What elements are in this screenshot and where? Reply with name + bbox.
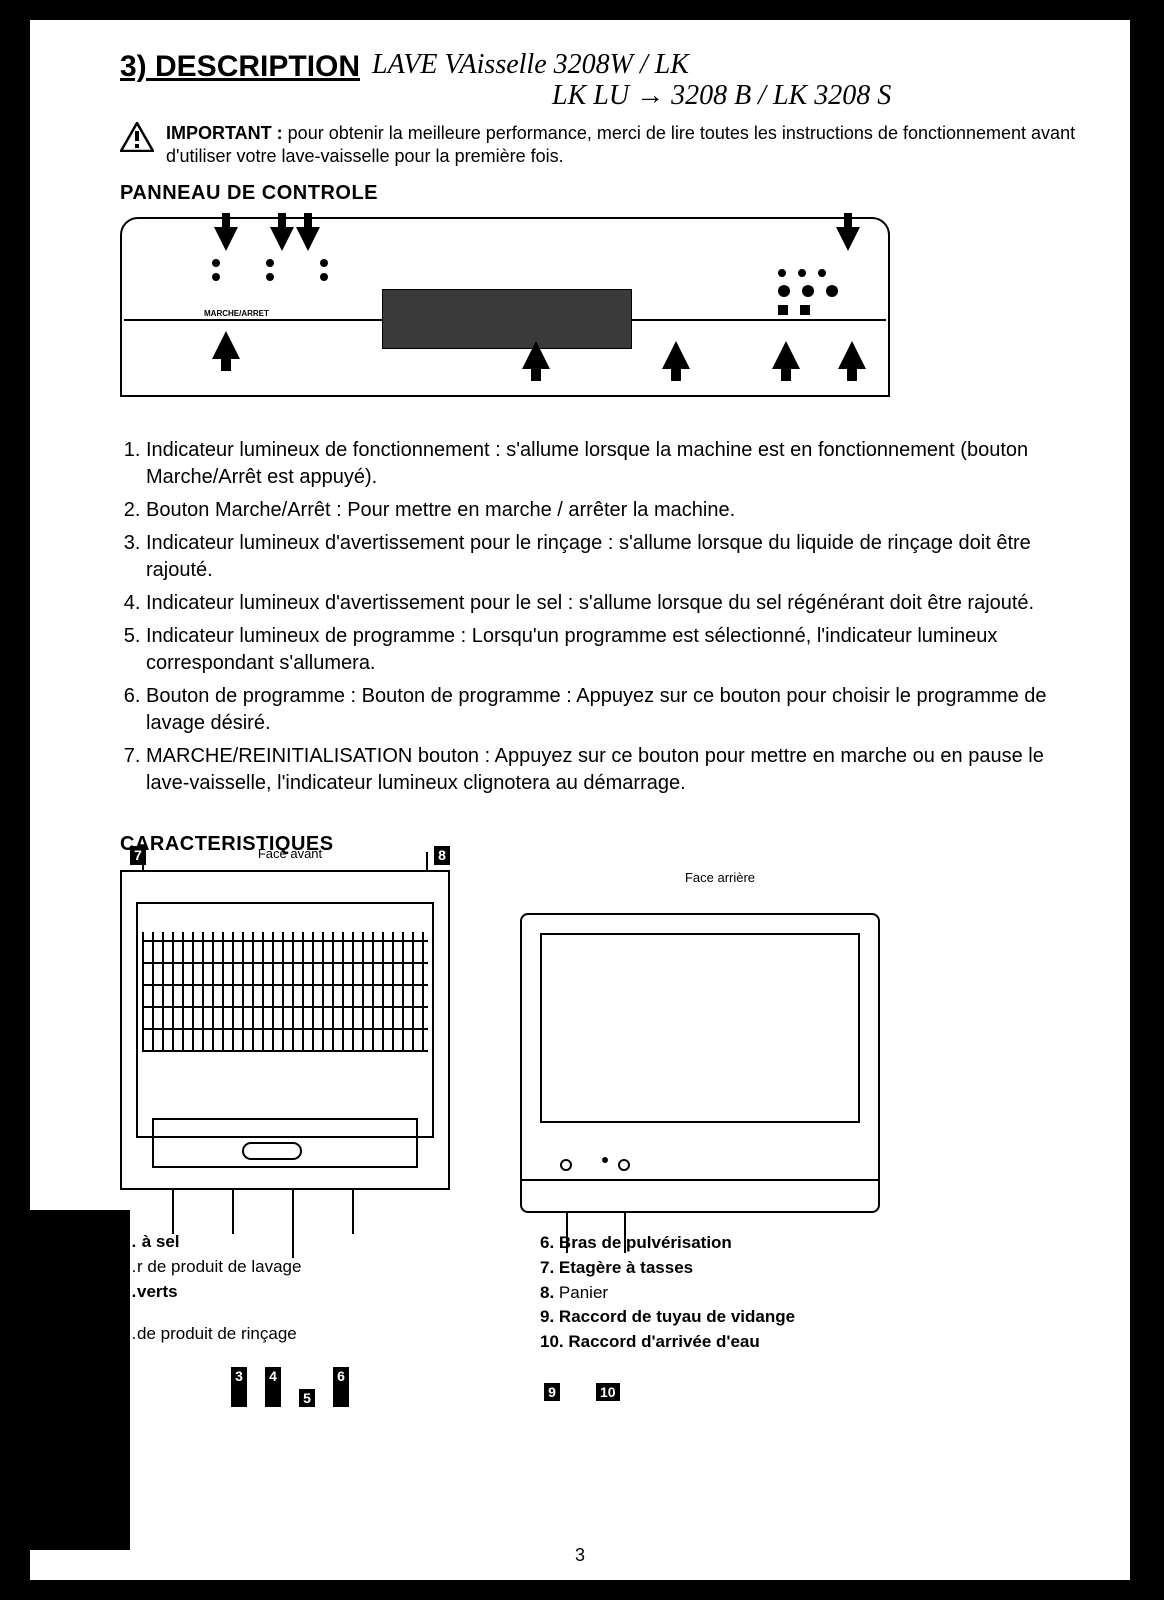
list-item: Bouton Marche/Arrêt : Pour mettre en mar… bbox=[146, 497, 1080, 524]
callout-tag: 10 bbox=[596, 1383, 620, 1401]
arrow-icon bbox=[662, 341, 690, 369]
list-item: Indicateur lumineux de programme : Lorsq… bbox=[146, 623, 1080, 677]
front-view-diagram bbox=[120, 870, 450, 1190]
callout-tag: 4 bbox=[265, 1367, 281, 1407]
list-item: Indicateur lumineux de fonctionnement : … bbox=[146, 437, 1080, 491]
back-caption: Face arrière bbox=[520, 870, 920, 885]
part-item: 9. Raccord de tuyau de vidange bbox=[540, 1305, 920, 1330]
arrow-icon bbox=[838, 341, 866, 369]
part-item: 10. Raccord d'arrivée d'eau bbox=[540, 1330, 920, 1355]
handwritten-line1: LAVE VAisselle 3208W / LK bbox=[372, 50, 891, 81]
marche-arret-label: MARCHE/ARRET bbox=[204, 309, 269, 318]
handwritten-annotation: LAVE VAisselle 3208W / LK LK LU → 3208 B… bbox=[372, 50, 891, 112]
list-item: Indicateur lumineux d'avertissement pour… bbox=[146, 590, 1080, 617]
arrow-icon bbox=[772, 341, 800, 369]
handwritten-line2: LK LU → 3208 B / LK 3208 S bbox=[552, 81, 891, 112]
arrow-icon bbox=[296, 227, 320, 251]
back-view-diagram bbox=[520, 913, 880, 1213]
control-panel-diagram: MARCHE/ARRET bbox=[120, 217, 890, 397]
callout-tag: 5 bbox=[299, 1389, 315, 1407]
page-number: 3 bbox=[30, 1545, 1130, 1566]
arrow-icon bbox=[212, 331, 240, 359]
arrow-icon bbox=[270, 227, 294, 251]
arrow-icon bbox=[836, 227, 860, 251]
important-label: IMPORTANT : bbox=[166, 123, 283, 143]
panel-heading: PANNEAU DE CONTROLE bbox=[120, 182, 1080, 205]
callout-tag: 6 bbox=[333, 1367, 349, 1407]
scan-artifact bbox=[0, 1210, 130, 1550]
list-item: Indicateur lumineux d'avertissement pour… bbox=[146, 530, 1080, 584]
section-title: 3) DESCRIPTION bbox=[120, 50, 360, 84]
part-item: 8. Panier bbox=[540, 1281, 920, 1306]
list-item: Bouton de programme : Bouton de programm… bbox=[146, 683, 1080, 737]
part-item: …r de produit de lavage bbox=[120, 1255, 460, 1280]
part-item: …verts bbox=[120, 1280, 460, 1305]
part-item: 7. Etagère à tasses bbox=[540, 1256, 920, 1281]
warning-icon bbox=[120, 122, 154, 152]
part-item: … à sel bbox=[120, 1230, 460, 1255]
arrow-icon bbox=[522, 341, 550, 369]
part-item: 6. Bras de pulvérisation bbox=[540, 1231, 920, 1256]
callout-tag: 9 bbox=[544, 1383, 560, 1401]
parts-list-right: 6. Bras de pulvérisation 7. Etagère à ta… bbox=[540, 1231, 920, 1354]
front-caption: Face avant bbox=[146, 846, 434, 861]
arrow-icon bbox=[214, 227, 238, 251]
important-body: pour obtenir la meilleure performance, m… bbox=[166, 123, 1075, 166]
callout-tag: 3 bbox=[231, 1367, 247, 1407]
parts-list-left: … à sel …r de produit de lavage …verts …… bbox=[120, 1230, 460, 1347]
list-item: MARCHE/REINITIALISATION bouton : Appuyez… bbox=[146, 743, 1080, 797]
control-items-list: Indicateur lumineux de fonctionnement : … bbox=[146, 437, 1080, 797]
part-item: …de produit de rinçage bbox=[120, 1322, 460, 1347]
important-text: IMPORTANT : pour obtenir la meilleure pe… bbox=[166, 122, 1080, 169]
callout-tag: 8 bbox=[434, 846, 450, 865]
